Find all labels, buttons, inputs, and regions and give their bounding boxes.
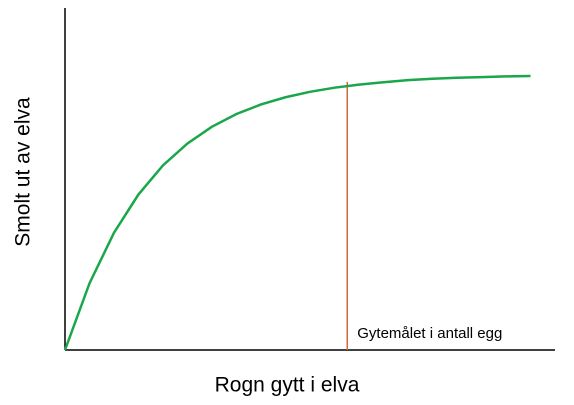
- line: [63, 74, 531, 351]
- y-axis-label: Smolt ut av elva: [12, 97, 35, 247]
- annotation-label: Gytemålet i antall egg: [357, 325, 502, 342]
- x-axis-label: Rogn gytt i elva: [215, 374, 360, 397]
